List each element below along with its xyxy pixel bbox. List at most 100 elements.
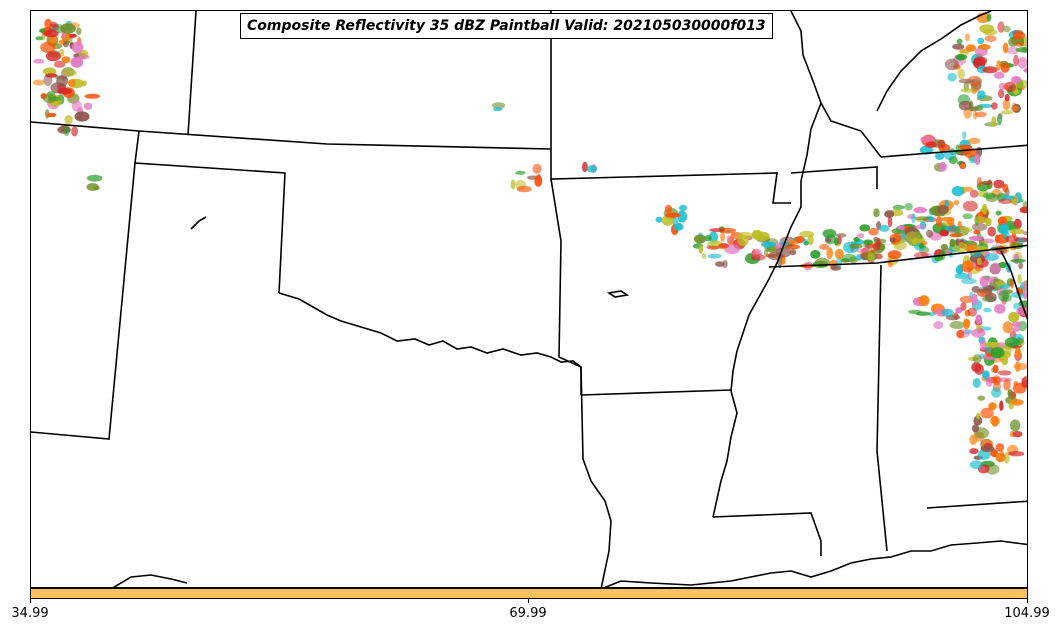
reflectivity-blob — [810, 250, 821, 259]
reflectivity-blob — [1026, 375, 1027, 380]
reflectivity-blob — [71, 41, 84, 54]
reflectivity-blob — [949, 238, 956, 248]
reflectivity-blob — [994, 304, 1006, 314]
reflectivity-blob — [859, 224, 871, 232]
reflectivity-blob — [971, 293, 978, 306]
reflectivity-blob — [834, 237, 839, 246]
reflectivity-blob — [1004, 81, 1016, 93]
border-la-ms-south — [712, 512, 822, 556]
reflectivity-blob — [971, 223, 988, 231]
reflectivity-blob — [1013, 381, 1019, 386]
reflectivity-blob — [1018, 262, 1024, 270]
border-ok-north — [550, 149, 791, 204]
reflectivity-blob — [979, 275, 989, 288]
reflectivity-blob — [960, 163, 966, 168]
reflectivity-blob — [532, 163, 542, 174]
border-tn-north — [790, 166, 878, 189]
reflectivity-blob — [977, 395, 986, 401]
border-ok-ar — [550, 178, 582, 395]
reflectivity-blob — [967, 307, 977, 317]
reflectivity-blob — [951, 241, 968, 253]
reflectivity-blob — [957, 68, 965, 80]
reflectivity-blob — [987, 226, 996, 237]
reflectivity-blob — [1004, 337, 1020, 348]
reflectivity-blob — [49, 96, 62, 102]
reflectivity-blob — [1011, 327, 1021, 332]
reflectivity-blob — [977, 37, 985, 45]
reflectivity-blob — [1011, 321, 1022, 328]
reflectivity-blob — [940, 243, 949, 250]
reflectivity-blob — [42, 67, 57, 76]
reflectivity-blob — [955, 307, 963, 314]
reflectivity-blob — [996, 60, 1002, 71]
reflectivity-blob — [992, 364, 999, 374]
reflectivity-blob — [841, 253, 857, 262]
reflectivity-blob — [999, 223, 1009, 235]
reflectivity-blob — [722, 260, 728, 269]
reflectivity-blob — [1013, 302, 1021, 310]
reflectivity-blob — [83, 102, 93, 110]
reflectivity-blob — [1022, 201, 1027, 208]
reflectivity-blob — [971, 362, 982, 373]
reflectivity-blob — [825, 237, 832, 243]
reflectivity-blob — [954, 226, 961, 237]
reflectivity-blob — [1008, 402, 1014, 410]
reflectivity-blob — [84, 93, 101, 99]
reflectivity-blob — [997, 262, 1008, 268]
reflectivity-blob — [76, 27, 82, 35]
reflectivity-blob — [995, 210, 1002, 216]
reflectivity-blob — [856, 233, 865, 239]
reflectivity-blob — [709, 228, 725, 233]
map-panel — [30, 10, 1028, 588]
reflectivity-blob — [1010, 105, 1019, 112]
reflectivity-blob — [1019, 206, 1027, 214]
reflectivity-blob — [1015, 41, 1025, 47]
reflectivity-blob — [981, 203, 988, 215]
reflectivity-blob — [892, 204, 905, 210]
reflectivity-blob — [994, 234, 1000, 244]
reflectivity-blob — [1003, 25, 1011, 33]
reflectivity-blob — [661, 215, 674, 226]
reflectivity-blob — [586, 165, 598, 173]
reflectivity-blob — [968, 235, 983, 241]
reflectivity-blob — [948, 156, 958, 164]
reflectivity-blob — [1006, 46, 1020, 55]
reflectivity-blob — [991, 102, 998, 110]
reflectivity-blob — [974, 216, 987, 224]
reflectivity-blob — [977, 90, 986, 100]
reflectivity-blob — [836, 233, 847, 238]
reflectivity-blob — [1004, 94, 1010, 102]
reflectivity-blob — [998, 89, 1005, 99]
reflectivity-blob — [71, 126, 78, 137]
reflectivity-blob — [750, 254, 766, 261]
reflectivity-blob — [1001, 195, 1015, 200]
reflectivity-blob — [1012, 31, 1026, 40]
reflectivity-blob — [755, 231, 770, 242]
reflectivity-blob — [989, 416, 1001, 426]
reflectivity-blob — [655, 216, 663, 223]
reflectivity-blob — [677, 210, 688, 223]
reflectivity-blob — [1017, 273, 1022, 285]
reflectivity-blob — [933, 321, 944, 330]
reflectivity-blob — [960, 302, 967, 311]
reflectivity-blob — [953, 199, 960, 206]
reflectivity-blob — [1010, 258, 1026, 263]
reflectivity-blob — [39, 28, 46, 33]
reflectivity-blob — [61, 56, 71, 64]
reflectivity-blob — [905, 231, 921, 243]
reflectivity-blob — [962, 200, 978, 212]
reflectivity-blob — [993, 179, 1005, 189]
reflectivity-blob — [995, 281, 1007, 286]
reflectivity-blob — [71, 100, 82, 112]
reflectivity-blob — [887, 259, 893, 268]
reflectivity-blob — [1012, 431, 1023, 438]
reflectivity-blob — [665, 212, 681, 218]
reflectivity-blob — [510, 179, 516, 190]
reflectivity-blob — [955, 144, 960, 154]
reflectivity-blob — [936, 215, 942, 228]
reflectivity-blob — [789, 249, 797, 256]
reflectivity-blob — [1008, 36, 1019, 47]
reflectivity-blob — [70, 57, 84, 68]
reflectivity-blob — [879, 243, 886, 251]
border-ar-la — [580, 389, 732, 396]
